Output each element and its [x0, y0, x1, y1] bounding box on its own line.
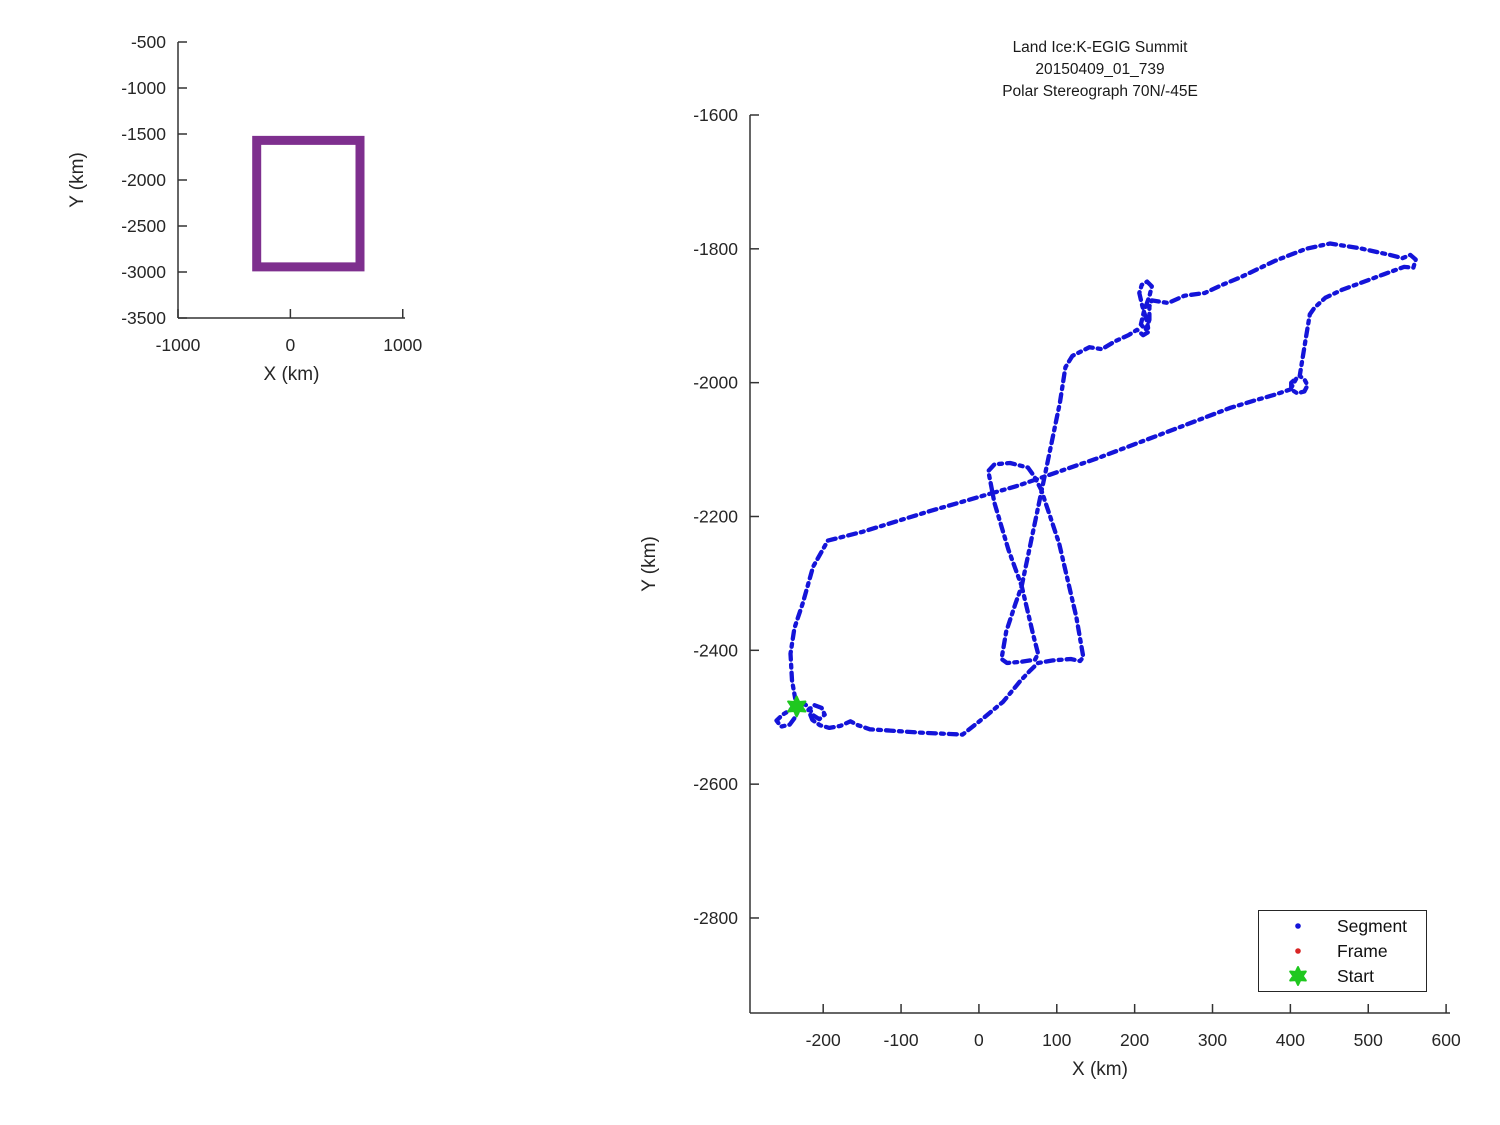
flight-x-tick-label: 300 — [1198, 1030, 1227, 1050]
flight-y-axis-label: Y (km) — [639, 536, 660, 592]
overview-y-tick-label: -1000 — [121, 78, 166, 98]
flight-x-tick-label: -200 — [806, 1030, 841, 1050]
flight-y-tick-label: -2000 — [693, 373, 738, 393]
flight-y-tick-label: -2200 — [693, 506, 738, 526]
overview-y-tick-label: -2500 — [121, 216, 166, 236]
flight-y-tick-label: -2600 — [693, 774, 738, 794]
main-plot-title: Land Ice:K-EGIG Summit 20150409_01_739 P… — [750, 37, 1450, 103]
overview-x-axis-label: X (km) — [264, 364, 320, 385]
flight-x-tick-label: 600 — [1432, 1030, 1461, 1050]
flight-y-tick-label: -2400 — [693, 640, 738, 660]
overview-y-axis-label: Y (km) — [67, 152, 88, 208]
flight-x-tick-label: 100 — [1042, 1030, 1071, 1050]
legend-item-segment: Segment — [1259, 914, 1426, 939]
overview-y-tick-label: -500 — [131, 32, 166, 52]
overview-y-tick-label: -2000 — [121, 170, 166, 190]
overview-x-tick-label: 0 — [286, 335, 296, 355]
legend-label: Segment — [1337, 915, 1408, 936]
legend-label: Start — [1337, 965, 1374, 986]
legend-label: Frame — [1337, 940, 1388, 961]
flight-x-tick-label: 400 — [1276, 1030, 1305, 1050]
legend-item-frame: Frame — [1259, 939, 1426, 964]
flight-x-tick-label: 500 — [1354, 1030, 1383, 1050]
legend-item-start: Start — [1259, 964, 1426, 989]
legend: Segment Frame Start — [1258, 910, 1427, 992]
overview-x-tick-label: -1000 — [156, 335, 201, 355]
overview-y-tick-label: -1500 — [121, 124, 166, 144]
title-line-projection: Polar Stereograph 70N/-45E — [1002, 83, 1198, 100]
overview-y-tick-label: -3500 — [121, 308, 166, 328]
coverage-box-outline — [252, 135, 365, 272]
overview-x-tick-label: 1000 — [383, 335, 422, 355]
title-line-flight-id: 20150409_01_739 — [1035, 61, 1165, 78]
segment-dot-icon — [1259, 915, 1337, 937]
trajectory-path — [774, 241, 1418, 737]
flight-y-tick-label: -1800 — [693, 239, 738, 259]
start-marker — [787, 695, 807, 718]
flight-x-tick-label: 200 — [1120, 1030, 1149, 1050]
flight-x-tick-label: 0 — [974, 1030, 984, 1050]
overview-y-tick-label: -3000 — [121, 262, 166, 282]
title-line-campaign: Land Ice:K-EGIG Summit — [1012, 39, 1188, 56]
frame-dot-icon — [1259, 940, 1337, 962]
flight-x-axis-label: X (km) — [1072, 1059, 1128, 1080]
flight-y-tick-label: -1600 — [693, 105, 738, 125]
flight-x-tick-label: -100 — [884, 1030, 919, 1050]
flight-y-tick-label: -2800 — [693, 908, 738, 928]
start-hexagram-icon — [1259, 965, 1337, 987]
